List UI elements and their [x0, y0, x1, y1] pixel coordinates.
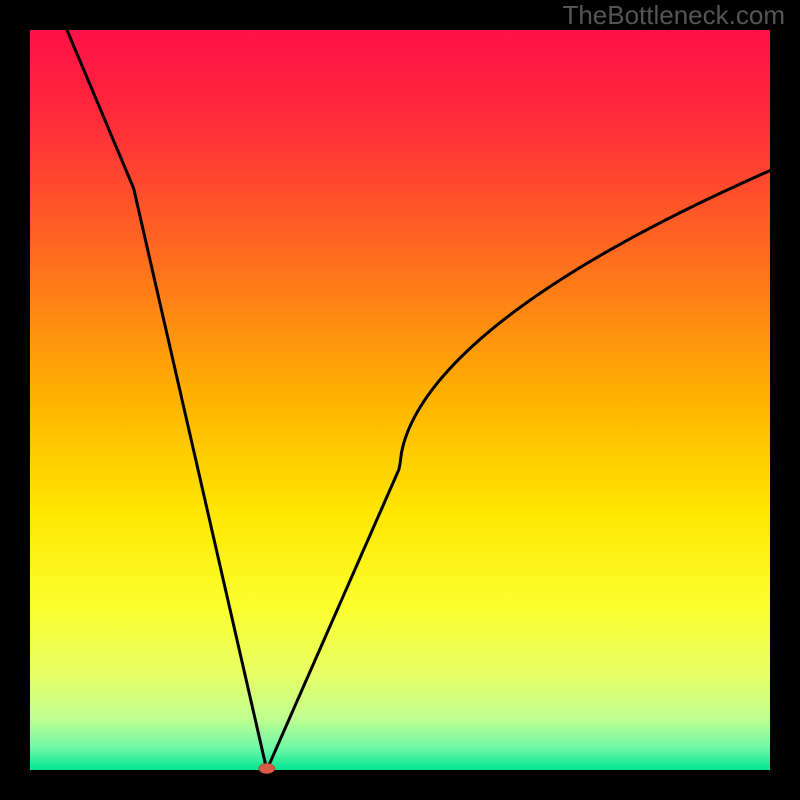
optimal-point-marker — [259, 763, 275, 773]
chart-container: TheBottleneck.com — [0, 0, 800, 800]
watermark-label: TheBottleneck.com — [562, 0, 785, 30]
plot-background-gradient — [30, 30, 770, 770]
bottleneck-chart: TheBottleneck.com — [0, 0, 800, 800]
